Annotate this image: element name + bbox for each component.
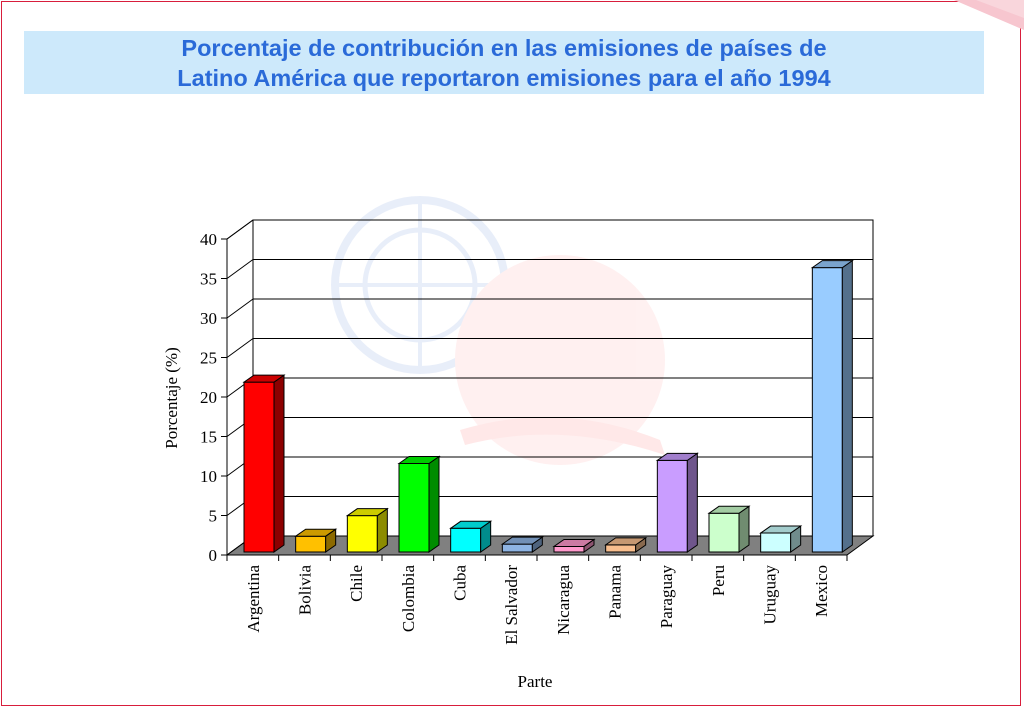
y-axis-label: Porcentaje (%) [162,347,181,448]
y-tick-label: 35 [200,270,217,289]
chart-title-band: Porcentaje de contribución en las emisio… [24,31,984,94]
un-emblem-watermark [331,196,665,465]
bar-front [656,459,688,553]
bar-top [345,508,389,517]
x-tick-label: Bolivia [296,565,315,616]
bar-front [708,512,740,553]
bar [655,452,699,553]
x-tick-label: Mexico [812,565,831,617]
bar-top [707,505,751,514]
x-tick-label: El Salvador [502,565,521,645]
bar-front [605,544,637,553]
bar [449,520,493,553]
bar-top [397,456,441,465]
bar-side [428,455,440,553]
bar-front [398,463,430,553]
y-axis: 0 5 10 15 20 25 30 35 40 [200,230,228,565]
bar [552,538,596,553]
bar-front [760,532,792,553]
y-tick-label: 0 [209,546,218,565]
bar [707,505,751,553]
y-tick-label: 5 [209,507,218,526]
y-tick-label: 20 [200,388,217,407]
bar [294,528,338,553]
bar-front [450,527,482,553]
bar-front [553,545,585,553]
y-tick-label: 40 [200,230,217,249]
bar-front [346,515,378,553]
bar-top [759,525,803,534]
corner-accent [954,0,1024,30]
bar [242,374,286,553]
bar-side [738,505,750,553]
x-tick-label: Chile [347,565,366,602]
y-tick-label: 10 [200,467,217,486]
x-tick-label: Peru [709,565,728,597]
bar-side [841,259,853,553]
x-tick-label: Colombia [399,565,418,633]
x-tick-label: Uruguay [761,565,780,625]
bar-side [686,452,698,553]
bar [397,455,441,553]
y-tick-label: 15 [200,428,217,447]
bar-top [810,260,854,269]
bar-front [811,267,843,553]
gridline-side [226,259,254,279]
bar-top [242,374,286,383]
x-tick-label: Nicaragua [554,565,573,635]
x-axis-label: Parte [518,672,553,691]
bar-front [243,381,275,553]
chart-title-line-2: Latino América que reportaron emisiones … [177,65,831,91]
x-tick-label: Argentina [244,565,263,633]
bar [604,536,648,553]
bar-top [655,452,699,461]
x-tick-label: Cuba [451,565,470,601]
bar-front [501,543,533,553]
y-tick-label: 30 [200,309,217,328]
chart-title-line-1: Porcentaje de contribución en las emisio… [181,35,827,61]
gridline-side [226,219,254,240]
bar-side [273,374,285,553]
x-tick-label: Paraguay [657,565,676,629]
bar [500,536,544,553]
x-axis: Argentina Bolivia Chile Colombia Cuba El Salv… [226,554,848,645]
bar-top [449,520,493,529]
bar [345,507,389,553]
bar-top [500,536,544,545]
x-tick-label: Panama [606,565,625,619]
bar [810,259,854,553]
bar-top [552,538,596,547]
bar [759,525,803,553]
bars [242,259,854,553]
gridline-side [226,338,254,358]
bar-top [604,537,648,546]
gridline-side [226,298,254,319]
bar-top [294,528,338,537]
y-tick-label: 25 [200,349,217,368]
bar-front [295,535,327,553]
